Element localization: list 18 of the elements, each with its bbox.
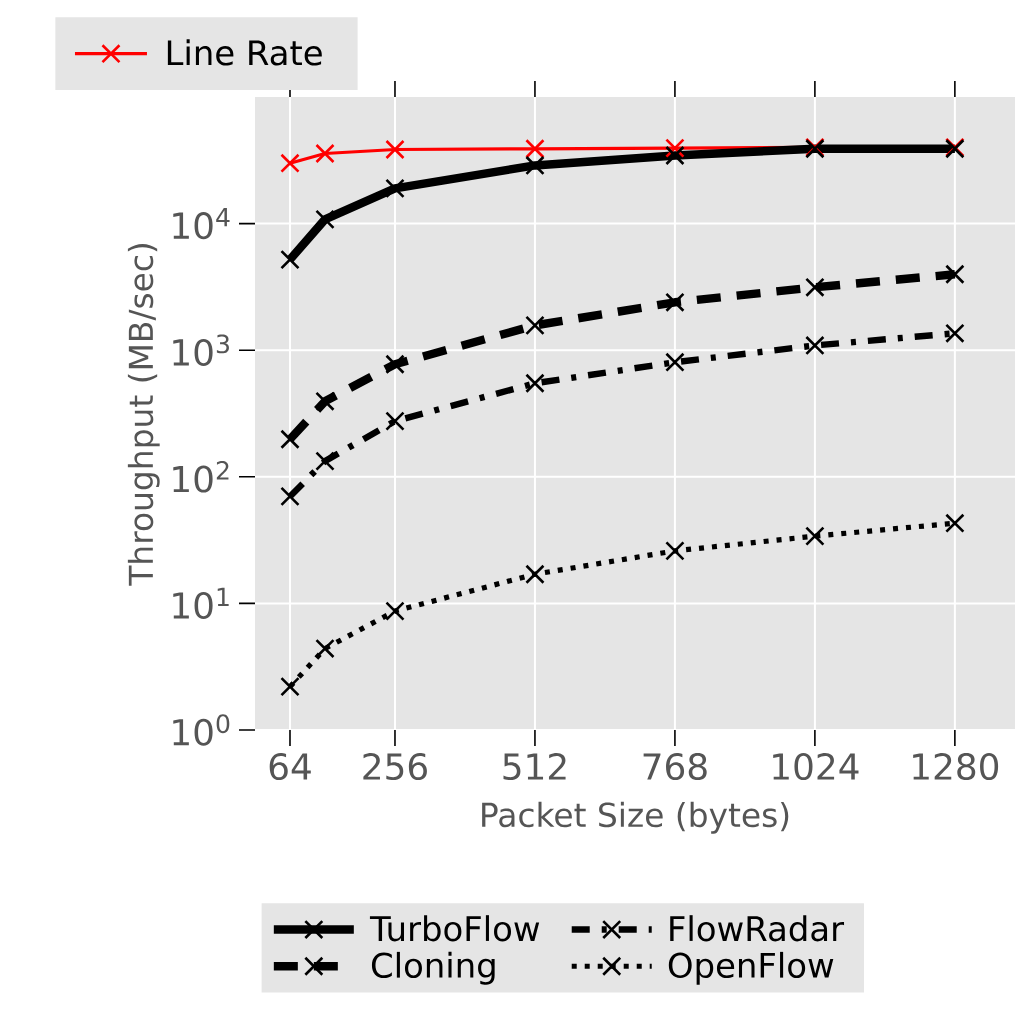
legend-label: FlowRadar <box>670 915 845 942</box>
x-tick-label: 1280 <box>913 752 999 781</box>
x-tick-label: 768 <box>643 752 707 781</box>
y-tick-label: 10$^{1}$ <box>173 587 229 620</box>
legend-label: Cloning <box>371 951 495 985</box>
x-tick-label: 512 <box>503 752 566 781</box>
y-tick-label: 10$^{3}$ <box>173 334 229 367</box>
x-tick-label: 64 <box>269 752 311 781</box>
x-tick-label: 1024 <box>773 752 859 781</box>
legend-label: OpenFlow <box>668 951 834 985</box>
y-tick-label: 10$^{2}$ <box>173 460 229 493</box>
x-tick-label: 256 <box>363 752 427 781</box>
legend-label: TurboFlow <box>369 915 540 942</box>
y-tick-label: 10$^{0}$ <box>173 714 230 746</box>
legend-label: Line Rate <box>167 39 322 66</box>
x-axis-title: Packet Size (bytes) <box>482 801 789 834</box>
y-axis-title: Throughput (MB/sec) <box>127 244 160 586</box>
y-tick-label: 10$^{4}$ <box>173 207 230 240</box>
